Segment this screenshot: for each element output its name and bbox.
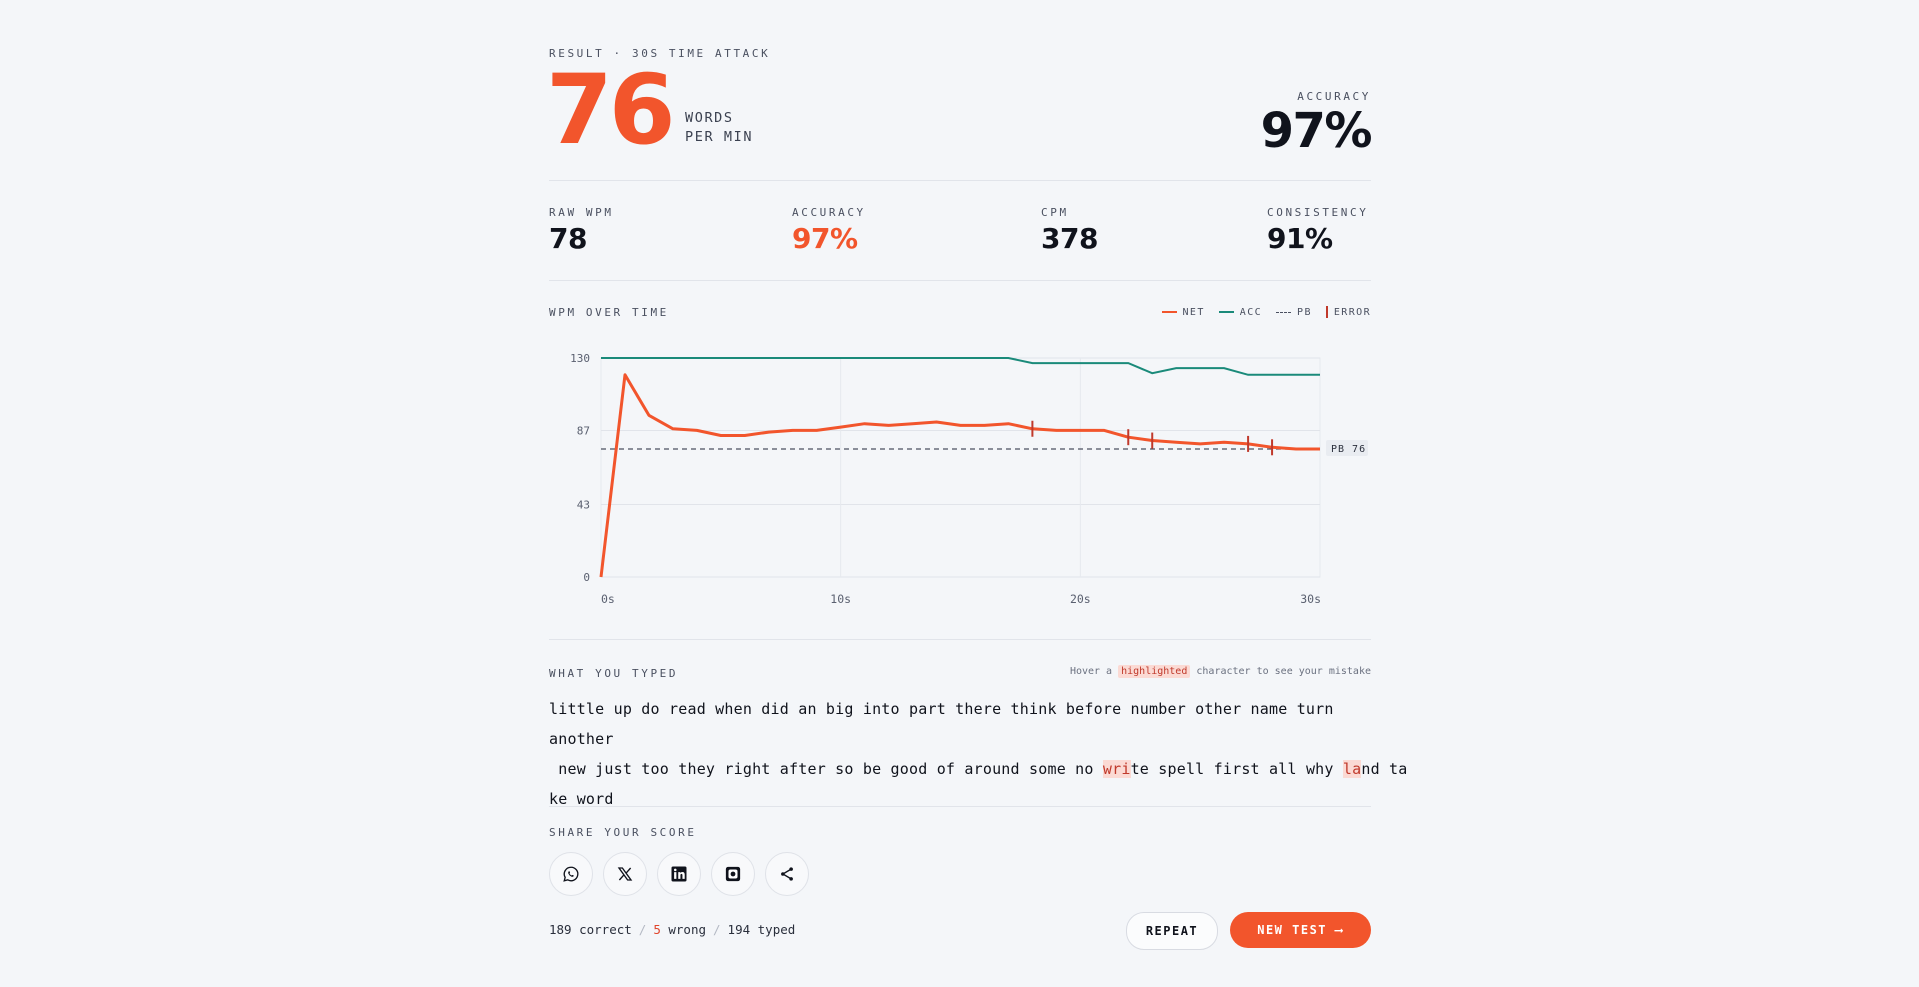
linkedin-icon bbox=[671, 866, 687, 882]
share-generic-button[interactable] bbox=[765, 852, 809, 896]
repeat-button[interactable]: REPEAT bbox=[1126, 912, 1218, 950]
typed-title: WHAT YOU TYPED bbox=[549, 667, 679, 680]
legend-error: ERROR bbox=[1325, 306, 1371, 318]
legend-error-swatch bbox=[1325, 306, 1328, 318]
chart-legend: NET ACC PB ERROR bbox=[1161, 306, 1371, 318]
divider bbox=[549, 180, 1371, 181]
stat-consistency: CONSISTENCY 91% bbox=[1267, 206, 1368, 255]
y-tick-label: 43 bbox=[577, 499, 590, 512]
stat-label: RAW WPM bbox=[549, 206, 614, 219]
divider bbox=[549, 639, 1371, 640]
divider bbox=[549, 806, 1371, 807]
legend-acc-swatch bbox=[1218, 311, 1234, 313]
wpm-unit-line2: PER MIN bbox=[685, 129, 754, 145]
y-tick-label: 87 bbox=[577, 424, 590, 437]
legend-pb-label: PB bbox=[1297, 306, 1312, 318]
x-tick-label: 20s bbox=[1070, 592, 1091, 606]
legend-acc: ACC bbox=[1218, 306, 1263, 318]
pb-badge-label: PB 76 bbox=[1331, 444, 1366, 455]
arrow-right-icon: ⟶ bbox=[1335, 923, 1344, 937]
wpm-chart: 0 43 87 130 0s 10s 20s 30s PB 76 bbox=[570, 352, 1368, 606]
stat-label: CPM bbox=[1041, 206, 1069, 219]
x-icon bbox=[617, 867, 633, 881]
net-series-line bbox=[599, 373, 1320, 578]
legend-error-label: ERROR bbox=[1333, 306, 1371, 318]
new-test-label: NEW TEST bbox=[1257, 923, 1328, 937]
share-instagram-button[interactable] bbox=[711, 852, 755, 896]
typed-error-char[interactable]: la bbox=[1342, 760, 1362, 778]
wrong-label: wrong bbox=[660, 922, 707, 937]
wpm-value: 76 bbox=[546, 54, 676, 166]
wpm-unit-line1: WORDS bbox=[685, 110, 734, 126]
result-counts: 189 correct / 5 wrong / 194 typed bbox=[549, 922, 795, 937]
legend-net-swatch bbox=[1161, 311, 1177, 313]
typed-text: little up do read when did an big into p… bbox=[549, 694, 1407, 814]
stat-value: 91% bbox=[1267, 222, 1333, 255]
legend-net: NET bbox=[1161, 306, 1205, 318]
typed-error-char[interactable]: wri bbox=[1102, 760, 1131, 778]
correct-count: 189 correct bbox=[549, 922, 632, 937]
typed-line: ke word bbox=[549, 790, 614, 808]
plot-frame bbox=[600, 357, 1321, 578]
divider bbox=[549, 280, 1371, 281]
chart-title: WPM OVER TIME bbox=[549, 306, 669, 319]
typed-segment: new just too they right after so be good… bbox=[549, 760, 1103, 778]
separator: / bbox=[713, 922, 721, 937]
result-label: RESULT · 30S TIME ATTACK bbox=[549, 47, 771, 60]
stat-raw-wpm: RAW WPM 78 bbox=[549, 206, 614, 255]
accuracy-headline-label: ACCURACY bbox=[1297, 90, 1371, 103]
legend-acc-label: ACC bbox=[1239, 306, 1263, 318]
stat-label: CONSISTENCY bbox=[1267, 206, 1369, 219]
hint-suffix: character to see your mistake bbox=[1196, 666, 1371, 677]
share-icon bbox=[781, 867, 793, 881]
share-linkedin-button[interactable] bbox=[657, 852, 701, 896]
separator: / bbox=[638, 922, 647, 937]
y-tick-label: 130 bbox=[570, 352, 590, 365]
stat-accuracy: ACCURACY 97% bbox=[792, 206, 866, 255]
legend-pb: PB bbox=[1276, 306, 1312, 318]
x-tick-label: 0s bbox=[601, 592, 615, 606]
share-buttons bbox=[549, 852, 809, 896]
typed-count: 194 typed bbox=[727, 922, 796, 937]
acc-series-line bbox=[601, 357, 1320, 376]
stat-value: 97% bbox=[792, 222, 858, 255]
legend-net-label: NET bbox=[1182, 306, 1205, 318]
legend-pb-swatch bbox=[1276, 311, 1292, 313]
share-x-button[interactable] bbox=[603, 852, 647, 896]
stat-cpm: CPM 378 bbox=[1041, 206, 1098, 255]
wpm-unit: WORDS PER MIN bbox=[685, 109, 753, 147]
hint-highlight: highlighted bbox=[1118, 665, 1191, 678]
y-tick-label: 0 bbox=[583, 571, 590, 584]
share-whatsapp-button[interactable] bbox=[549, 852, 593, 896]
share-title: SHARE YOUR SCORE bbox=[549, 826, 697, 839]
accuracy-headline-value: 97% bbox=[1260, 103, 1373, 159]
typed-line: little up do read when did an big into p… bbox=[549, 700, 1334, 748]
stat-value: 378 bbox=[1041, 222, 1098, 255]
typed-hint: Hover a highlighted character to see you… bbox=[1069, 665, 1371, 678]
typed-line: new just too they right after so be good… bbox=[549, 754, 1407, 784]
x-tick-label: 30s bbox=[1300, 592, 1321, 606]
x-tick-label: 10s bbox=[830, 592, 851, 606]
typed-segment: nd ta bbox=[1361, 760, 1408, 778]
typed-segment: te spell first all why bbox=[1130, 760, 1343, 778]
stat-value: 78 bbox=[549, 222, 587, 255]
accuracy-headline: ACCURACY 97% bbox=[1260, 90, 1373, 159]
whatsapp-icon bbox=[563, 866, 579, 882]
new-test-button[interactable]: NEW TEST ⟶ bbox=[1230, 912, 1371, 948]
wrong-count: 5 bbox=[653, 922, 661, 937]
pb-badge bbox=[1326, 439, 1368, 456]
instagram-icon bbox=[725, 866, 741, 882]
stat-label: ACCURACY bbox=[792, 206, 866, 219]
hint-prefix: Hover a bbox=[1069, 666, 1113, 677]
